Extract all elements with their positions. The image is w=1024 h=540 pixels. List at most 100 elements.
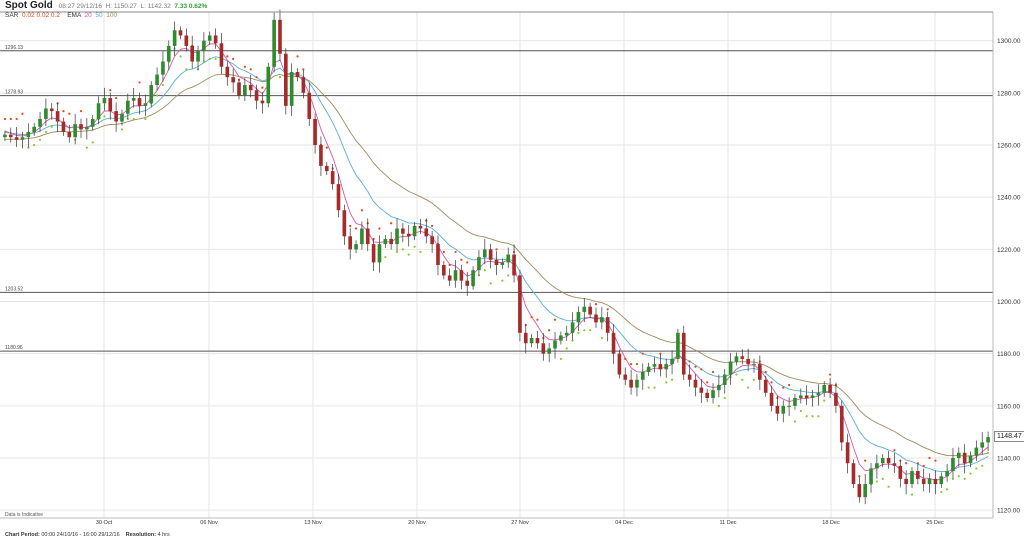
candle-body [202, 40, 206, 52]
candle [137, 92, 142, 115]
candle [500, 258, 505, 269]
horizontal-level-label: 1296.13 [5, 45, 23, 51]
candle-body [898, 465, 903, 479]
sar-dot [407, 253, 410, 256]
candle-body [758, 364, 762, 380]
candle-body [482, 249, 487, 258]
candle [711, 383, 715, 404]
sar-dot [296, 55, 299, 58]
candle [453, 260, 458, 288]
candle [564, 325, 569, 341]
candle [810, 389, 815, 407]
sar-dot [390, 222, 393, 225]
sar-dot [349, 224, 352, 227]
x-tick-label: 13 Nov [304, 520, 322, 526]
candle-body [968, 455, 973, 464]
candle-body [576, 311, 581, 323]
candle-body [687, 374, 692, 380]
candle-body [617, 353, 622, 375]
sar-dot [764, 370, 767, 374]
candle [55, 102, 60, 132]
candle-body [389, 238, 393, 245]
candle [243, 77, 247, 101]
candle [933, 470, 938, 495]
candle-body [354, 244, 358, 250]
sar-dot [606, 308, 609, 311]
candle-body [804, 395, 809, 399]
candle [330, 164, 335, 190]
y-tick-label: 1160.00 [997, 403, 1020, 410]
candle-body [916, 471, 920, 479]
candle [32, 122, 37, 136]
sar-dot [782, 386, 785, 389]
candles [3, 9, 990, 505]
y-tick-label: 1280.00 [997, 90, 1021, 97]
candle [758, 355, 762, 390]
sar-dot [91, 141, 94, 144]
sar-dot [109, 89, 112, 92]
candle-body [600, 317, 604, 323]
candle [705, 388, 709, 402]
candle-body [553, 340, 557, 349]
candle-body [266, 66, 271, 104]
sar-dot [770, 381, 773, 384]
candle [447, 268, 452, 287]
candle-body [114, 111, 118, 122]
candle-body [839, 405, 844, 443]
candle-body [699, 387, 704, 393]
candle-body [582, 306, 587, 312]
sar-dot [881, 477, 884, 480]
sar-dot [79, 110, 83, 113]
candle [623, 367, 628, 386]
candle [389, 231, 393, 250]
sar-dot [536, 318, 539, 321]
y-tick-label: 1180.00 [997, 351, 1020, 358]
candle [939, 472, 944, 489]
candle-body [96, 103, 101, 119]
candle-body [658, 364, 663, 370]
horizontal-level-label: 1180.96 [5, 345, 23, 351]
sar-dot [910, 493, 914, 496]
candle-body [149, 85, 154, 104]
sar-label[interactable]: SAR [5, 12, 19, 19]
candle [798, 388, 803, 404]
candle-body [383, 238, 388, 245]
candle-body [465, 280, 470, 286]
candle [722, 369, 727, 394]
candle [278, 9, 282, 61]
candle-body [79, 124, 83, 130]
candle [494, 251, 499, 276]
sar-dot [466, 261, 469, 264]
sar-dot [460, 258, 463, 261]
sar-dot [635, 363, 639, 366]
candle-body [951, 458, 955, 472]
candle [834, 382, 838, 413]
sar-dot [442, 250, 445, 254]
candle [371, 238, 376, 271]
candle [658, 353, 663, 377]
change-value: 7.33 0.62% [174, 3, 208, 10]
ema-50-value: 50 [95, 12, 103, 19]
sar-dot [401, 248, 404, 251]
candle-body [810, 395, 815, 399]
candle [213, 28, 218, 49]
candle-body [55, 111, 60, 122]
candle-body [547, 348, 551, 354]
candle-body [717, 384, 721, 391]
candle [582, 298, 587, 323]
candle [570, 312, 575, 340]
sar-dot [38, 138, 42, 141]
candle-body [301, 77, 306, 93]
y-tick-label: 1300.00 [997, 38, 1021, 45]
sar-dot [629, 363, 633, 366]
candle-body [734, 356, 739, 362]
candle-body [418, 225, 423, 229]
candle-body [44, 108, 48, 119]
sar-dot [659, 352, 662, 355]
candle-body [453, 270, 458, 281]
sar-dot [653, 386, 656, 389]
ema-label[interactable]: EMA [67, 12, 81, 19]
candle-body [172, 30, 177, 46]
candle-body [869, 468, 873, 485]
